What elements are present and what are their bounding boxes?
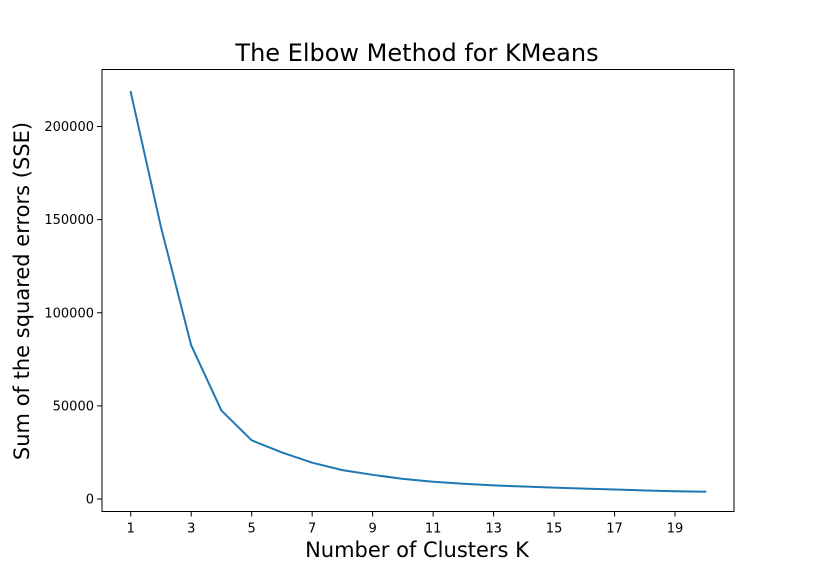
- x-tick-label: 9: [369, 522, 377, 537]
- x-tick-label: 7: [308, 522, 316, 537]
- x-axis-title: Number of Clusters K: [305, 538, 530, 562]
- x-tick-label: 3: [187, 522, 195, 537]
- plot-lines: [129, 90, 707, 493]
- y-tick-label: 50000: [53, 399, 94, 414]
- x-tick-label: 13: [485, 522, 502, 537]
- x-tick-label: 17: [606, 522, 623, 537]
- y-tick-label: 150000: [44, 213, 94, 228]
- series-line-0: [129, 90, 707, 493]
- y-tick-label: 200000: [44, 120, 94, 135]
- chart-title: The Elbow Method for KMeans: [234, 39, 598, 67]
- y-axis-title: Sum of the squared errors (SSE): [10, 122, 34, 460]
- plot-frame: [101, 69, 735, 512]
- x-axis: 1 3 5 7 9 11 13 15 17 19: [127, 511, 684, 537]
- x-tick-label: 11: [425, 522, 442, 537]
- x-tick-label: 15: [546, 522, 563, 537]
- y-axis: 0 50000 100000 150000 200000: [44, 120, 102, 508]
- x-tick-label: 5: [248, 522, 256, 537]
- y-tick-label: 0: [86, 493, 94, 508]
- x-tick-label: 1: [127, 522, 135, 537]
- x-tick-label: 19: [667, 522, 684, 537]
- y-tick-label: 100000: [44, 306, 94, 321]
